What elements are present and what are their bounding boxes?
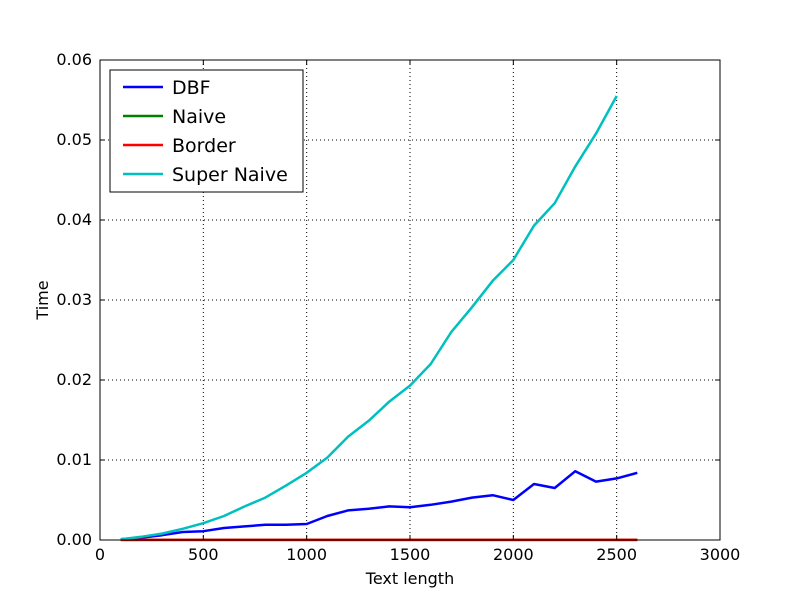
x-tick-label: 1000	[286, 545, 327, 564]
y-tick-label: 0.06	[56, 50, 92, 69]
x-axis-label: Text length	[365, 569, 454, 588]
x-tick-label: 1500	[390, 545, 431, 564]
axis-ticks: 0 500 1000 1500 2000 2500 3000 0.00 0.01 0.02 0.03…	[56, 50, 740, 564]
y-tick-label: 0.01	[56, 450, 92, 469]
legend-label-border: Border	[172, 135, 236, 157]
legend-label-dbf: DBF	[172, 77, 211, 99]
legend-label-super-naive: Super Naive	[172, 164, 288, 186]
x-tick-label: 2500	[596, 545, 637, 564]
legend-label-naive: Naive	[172, 106, 226, 128]
y-tick-label: 0.04	[56, 210, 92, 229]
x-tick-label: 500	[188, 545, 219, 564]
legend-box	[109, 69, 304, 193]
x-tick-label: 3000	[700, 545, 741, 564]
series-line-dbf	[120, 469, 638, 541]
x-tick-label: 0	[95, 545, 105, 564]
y-axis-label: Time	[33, 280, 52, 320]
y-tick-label: 0.00	[56, 530, 92, 549]
series-line-super-naive	[120, 95, 618, 541]
y-tick-label: 0.05	[56, 130, 92, 149]
x-tick-label: 2000	[493, 545, 534, 564]
y-tick-label: 0.03	[56, 290, 92, 309]
y-tick-label: 0.02	[56, 370, 92, 389]
legend: DBF Naive Border Super Naive	[109, 69, 304, 193]
